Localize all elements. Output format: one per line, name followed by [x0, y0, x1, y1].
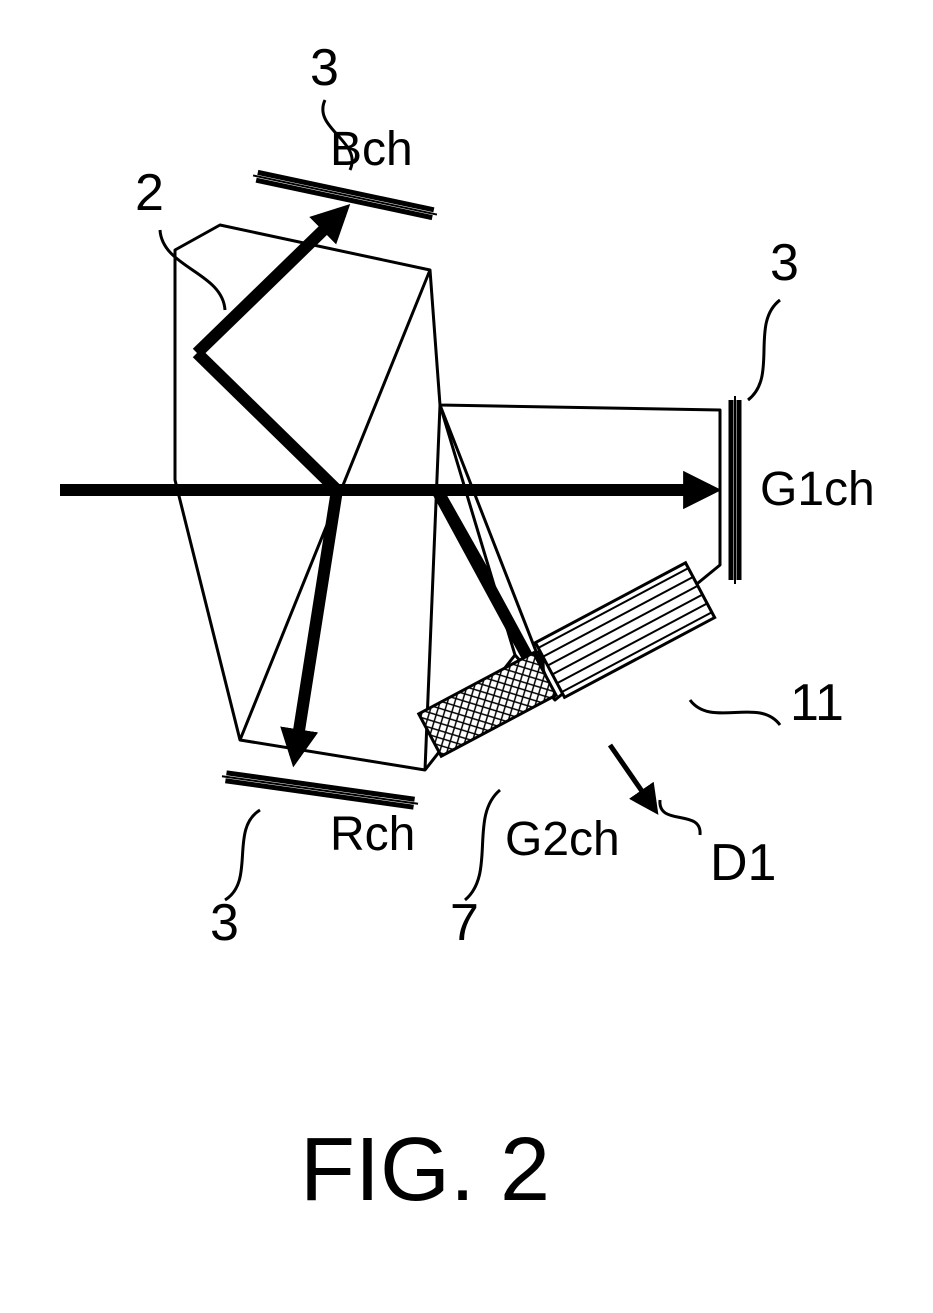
leader-line — [690, 700, 780, 725]
label-n2: 2 — [135, 164, 164, 222]
label-n11: 11 — [790, 674, 844, 732]
label-n7: 7 — [450, 894, 479, 952]
leader-line — [225, 810, 260, 900]
sensor-bch — [252, 172, 438, 219]
leader-line — [160, 230, 225, 310]
g2-element-11 — [535, 563, 714, 698]
g2-filter-7 — [419, 653, 556, 756]
label-Rch: Rch — [330, 808, 415, 861]
prism-internal-line — [440, 405, 555, 700]
sensor-g1ch — [731, 396, 739, 584]
label-n3b: 3 — [770, 234, 799, 292]
leader-line — [465, 790, 500, 900]
sensor-rch — [221, 772, 418, 807]
ray — [295, 490, 337, 756]
label-nD1: D1 — [710, 834, 776, 892]
d1-arrow — [610, 745, 655, 810]
ray — [197, 353, 337, 490]
leader-line — [660, 800, 700, 835]
label-G1ch: G1ch — [760, 463, 875, 516]
label-fig: FIG. 2 — [300, 1120, 550, 1220]
label-n3c: 3 — [210, 894, 239, 952]
ray — [197, 212, 342, 353]
label-n3a: 3 — [310, 39, 339, 97]
label-G2ch: G2ch — [505, 813, 620, 866]
label-Bch: Bch — [330, 123, 413, 176]
leader-line — [748, 300, 780, 400]
g2-assembly — [419, 563, 715, 810]
